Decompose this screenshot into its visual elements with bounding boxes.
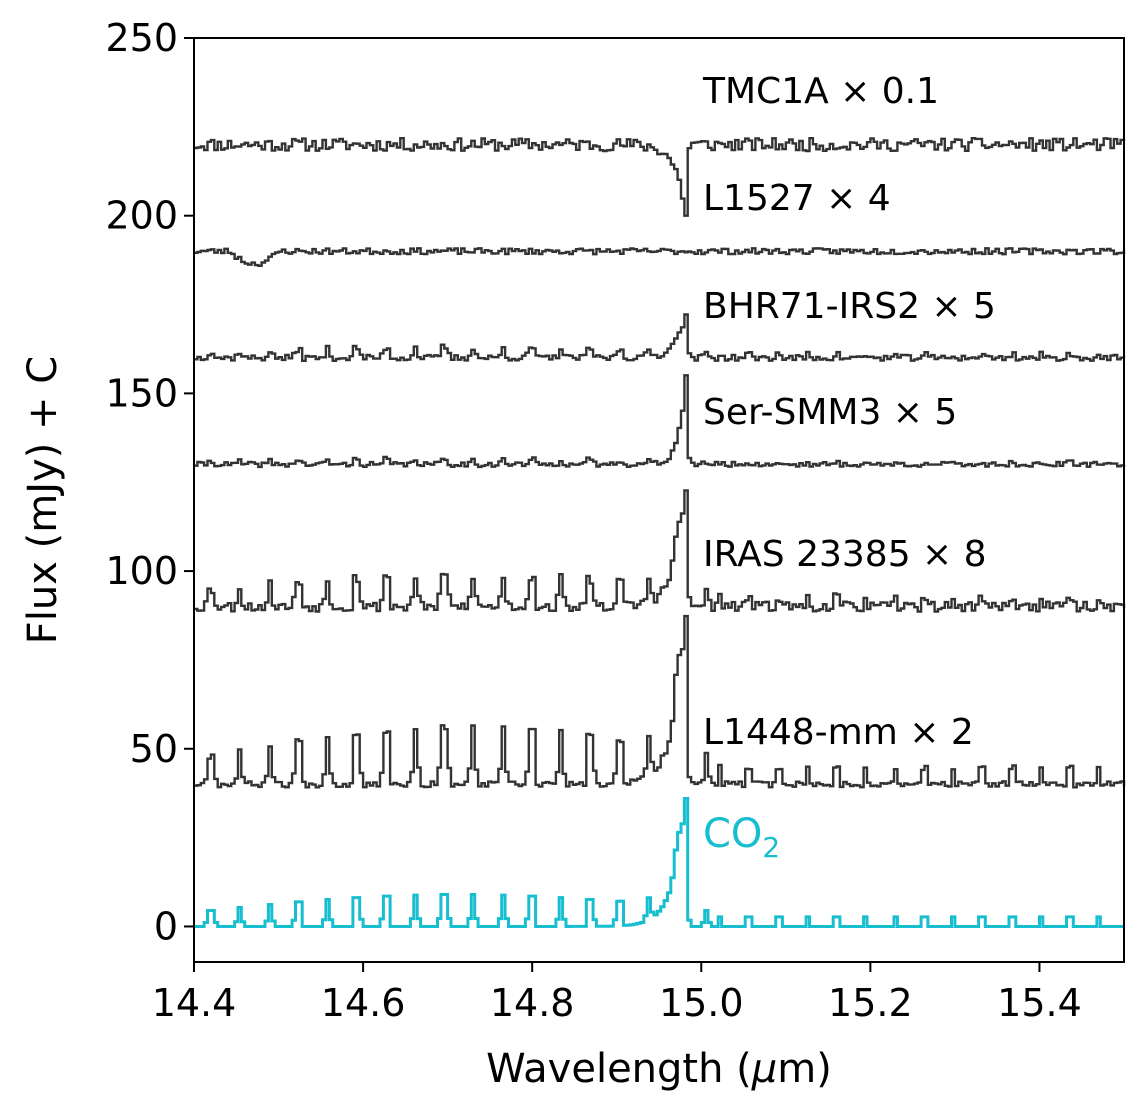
series-line-l1527 bbox=[194, 247, 1126, 267]
series-line-co2 bbox=[194, 797, 1124, 928]
series-label-bhr71-irs2: BHR71-IRS2 × 5 bbox=[703, 286, 996, 327]
series-line-tmc1a bbox=[194, 137, 1126, 217]
x-tick-label: 14.6 bbox=[321, 981, 406, 1025]
y-tick-label: 0 bbox=[154, 904, 178, 948]
series-label-l1448-mm: L1448-mm × 2 bbox=[703, 712, 974, 753]
x-tick-label: 14.4 bbox=[152, 981, 237, 1025]
y-tick-label: 50 bbox=[130, 727, 178, 771]
series-line-l1448-mm bbox=[194, 614, 1126, 789]
series-line-bhr71-irs2 bbox=[194, 313, 1126, 362]
x-tick-label: 15.4 bbox=[997, 981, 1082, 1025]
x-tick-label: 15.0 bbox=[659, 981, 744, 1025]
axis-ticks: 14.4 14.6 14.8 15.0 15.2 15.4 0 50 100 150 200 250 bbox=[105, 16, 1081, 1025]
x-tick-label: 14.8 bbox=[490, 981, 575, 1025]
x-tick-label: 15.2 bbox=[828, 981, 913, 1025]
series-label-l1527: L1527 × 4 bbox=[703, 178, 891, 219]
y-axis-title: Flux (mJy) + C bbox=[20, 356, 66, 644]
series-label-iras-23385: IRAS 23385 × 8 bbox=[703, 534, 987, 575]
y-tick-label: 150 bbox=[105, 371, 178, 415]
series-line-ser-smm3 bbox=[194, 374, 1126, 469]
plot-frame bbox=[193, 37, 1125, 963]
x-axis-title: Wavelength (μm) bbox=[486, 1046, 832, 1092]
series-line-iras-23385 bbox=[194, 489, 1126, 613]
y-tick-label: 100 bbox=[105, 549, 178, 593]
series-label-co2: CO2 bbox=[703, 811, 780, 864]
series-layer bbox=[194, 137, 1126, 928]
series-label-ser-smm3: Ser-SMM3 × 5 bbox=[703, 392, 957, 433]
y-tick-label: 200 bbox=[105, 194, 178, 238]
y-tick-label: 250 bbox=[105, 16, 178, 60]
series-labels: TMC1A × 0.1 L1527 × 4 BHR71-IRS2 × 5 Ser-SM… bbox=[702, 71, 996, 864]
series-label-tmc1a: TMC1A × 0.1 bbox=[702, 71, 939, 112]
